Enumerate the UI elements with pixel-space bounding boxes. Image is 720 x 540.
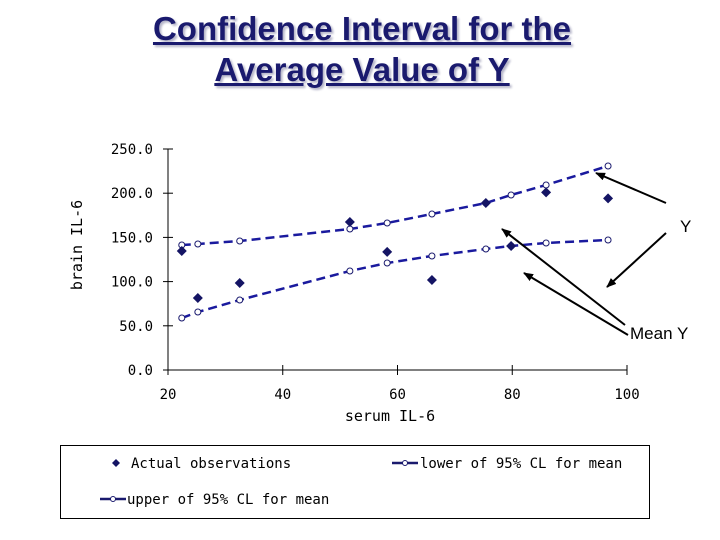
cl-point [482, 245, 490, 253]
y-axis-label: brain IL-6 [68, 200, 86, 290]
y-tick-label: 100.0 [111, 275, 153, 291]
observation-point [480, 198, 491, 209]
arrow-icon [501, 228, 626, 326]
x-tick-label: 60 [389, 387, 406, 403]
y-tick-label: 150.0 [111, 230, 153, 246]
annotation-mean-y: Mean Y [630, 324, 688, 343]
x-tick-label: 20 [160, 387, 177, 403]
cl-point [346, 267, 354, 275]
y-tick-label: 250.0 [111, 142, 153, 158]
axes: 0.0 50.0 100.0 150.0 200.0 250.0 20 40 60 80 100 [111, 142, 640, 403]
observation-point [382, 246, 393, 257]
observation-point [344, 217, 355, 228]
arrow-icon [523, 272, 629, 336]
annotation-y: Y [680, 217, 691, 236]
cl-point [383, 219, 391, 227]
observation-point [506, 240, 517, 251]
chart-title-line-2: Average Value of Y [214, 51, 510, 88]
observation-point [234, 278, 245, 289]
upper-cl-line [181, 164, 609, 247]
cl-point [383, 259, 391, 267]
open-circle-marker-icon [110, 496, 116, 502]
cl-point [194, 240, 202, 248]
legend-item-upper: upper of 95% CL for mean [100, 492, 329, 508]
chart-title: Confidence Interval for the Average Valu… [0, 8, 720, 90]
open-circle-marker-icon [402, 460, 408, 466]
legend-item-observations: Actual observations [112, 456, 291, 472]
legend-label-lower: lower of 95% CL for mean [420, 456, 622, 472]
cl-point [236, 296, 244, 304]
lower-cl-line [181, 238, 609, 320]
cl-point [428, 210, 436, 218]
cl-point [428, 252, 436, 260]
x-tick-label: 40 [274, 387, 291, 403]
x-tick-label: 80 [504, 387, 521, 403]
y-tick-label: 50.0 [119, 319, 153, 335]
observation-point [176, 246, 187, 257]
observation-point [541, 187, 552, 198]
legend-label-observations: Actual observations [131, 456, 291, 472]
cl-point [542, 181, 550, 189]
legend: Actual observations lower of 95% CL for … [60, 445, 650, 519]
arrow-icon [606, 232, 667, 288]
y-tick-label: 200.0 [111, 186, 153, 202]
cl-point [194, 308, 202, 316]
cl-point [236, 237, 244, 245]
observation-point [603, 193, 614, 204]
legend-item-lower: lower of 95% CL for mean [392, 456, 622, 472]
cl-point [604, 162, 612, 170]
cl-point [542, 239, 550, 247]
y-tick-label: 0.0 [128, 363, 153, 379]
observation-point [192, 293, 203, 304]
cl-point [507, 191, 515, 199]
annotation-arrows [501, 172, 667, 336]
arrow-icon [595, 172, 667, 204]
observation-point [426, 275, 437, 286]
diamond-marker-icon [112, 459, 120, 467]
legend-label-upper: upper of 95% CL for mean [127, 492, 329, 508]
series-layer [176, 162, 614, 322]
x-axis-label: serum IL-6 [345, 407, 435, 425]
chart-title-line-1: Confidence Interval for the [152, 10, 572, 47]
x-tick-label: 100 [614, 387, 639, 403]
cl-point [604, 236, 612, 244]
cl-point [178, 314, 186, 322]
